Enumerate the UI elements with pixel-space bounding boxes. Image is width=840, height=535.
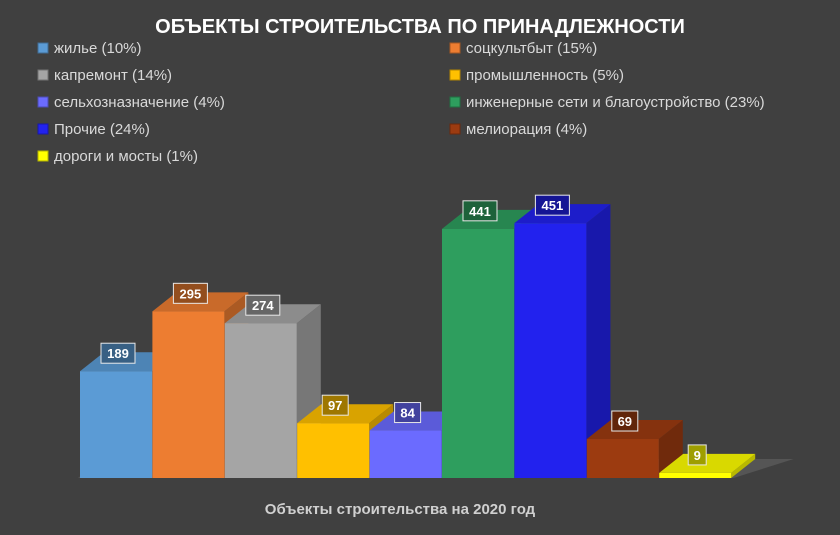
legend-label: инженерные сети и благоустройство (23%) (466, 94, 765, 111)
legend-swatch (37, 42, 49, 54)
legend-label: соцкультбыт (15%) (466, 40, 597, 57)
legend-label: мелиорация (4%) (466, 121, 587, 138)
data-label-box (534, 194, 570, 216)
bar-front (152, 311, 225, 478)
legend-item: инженерные сети и благоустройство (23%) (449, 94, 765, 111)
legend-item: сельхозназначение (4%) (37, 94, 225, 111)
legend-label: промышленность (5%) (466, 67, 624, 84)
x-axis-label: Объекты строительства на 2020 год (265, 501, 536, 518)
bar-front (369, 430, 442, 478)
chart-title: ОБЪЕКТЫ СТРОИТЕЛЬСТВА ПО ПРИНАДЛЕЖНОСТИ (155, 16, 685, 38)
data-label-box (245, 294, 281, 316)
data-label-text: 274 (252, 298, 274, 313)
legend-label: дороги и мосты (1%) (54, 148, 198, 165)
legend-swatch (449, 123, 461, 135)
data-label: 189 (100, 342, 136, 364)
bar-side (731, 453, 756, 478)
data-labels: 189 295 274 97 84 441 451 69 9 (100, 194, 707, 466)
bar (659, 453, 756, 478)
data-label-box (321, 394, 349, 416)
data-label: 274 (245, 294, 281, 316)
legend-item: промышленность (5%) (449, 67, 624, 84)
legend-swatch (449, 42, 461, 54)
bar-front (659, 472, 732, 478)
data-label-text: 441 (469, 204, 491, 219)
bar-front (514, 223, 587, 478)
data-label: 451 (534, 194, 570, 216)
data-label-box (462, 200, 498, 222)
data-label: 84 (394, 402, 422, 424)
legend-label: сельхозназначение (4%) (54, 94, 225, 111)
legend-swatch (449, 96, 461, 108)
bar-front (297, 423, 370, 478)
data-label: 9 (687, 444, 707, 466)
data-label-text: 295 (180, 286, 202, 301)
data-label-box (687, 444, 707, 466)
bar-front (80, 371, 152, 478)
bar-front (442, 228, 514, 478)
data-label-text: 69 (618, 414, 632, 429)
legend-swatch (37, 123, 49, 135)
legend-item: соцкультбыт (15%) (449, 40, 597, 57)
data-label-text: 189 (107, 346, 129, 361)
data-label-text: 451 (542, 198, 564, 213)
legend-swatch (37, 96, 49, 108)
data-label-box (611, 410, 639, 432)
data-label: 441 (462, 200, 498, 222)
legend-label: Прочие (24%) (54, 121, 150, 138)
legend-item: дороги и мосты (1%) (37, 148, 198, 165)
data-label: 295 (172, 282, 208, 304)
bar-side (586, 204, 611, 478)
legend-swatch (449, 69, 461, 81)
legend: жилье (10%) соцкультбыт (15%) капремонт (1… (37, 40, 765, 165)
data-label-box (394, 402, 422, 424)
data-label: 69 (611, 410, 639, 432)
legend-item: мелиорация (4%) (449, 121, 587, 138)
bars (80, 204, 756, 478)
legend-item: Прочие (24%) (37, 121, 150, 138)
data-label-box (100, 342, 136, 364)
bar-top (659, 453, 756, 473)
bar (514, 204, 611, 478)
legend-item: жилье (10%) (37, 40, 142, 57)
legend-label: жилье (10%) (54, 40, 142, 57)
data-label-text: 84 (400, 406, 415, 421)
bar-front (586, 439, 659, 478)
data-label-text: 97 (328, 398, 342, 413)
legend-label: капремонт (14%) (54, 67, 172, 84)
legend-swatch (37, 69, 49, 81)
data-label-text: 9 (694, 448, 701, 463)
data-label-box (172, 282, 208, 304)
bar-front (224, 323, 297, 478)
legend-swatch (37, 150, 49, 162)
legend-item: капремонт (14%) (37, 67, 172, 84)
data-label: 97 (321, 394, 349, 416)
